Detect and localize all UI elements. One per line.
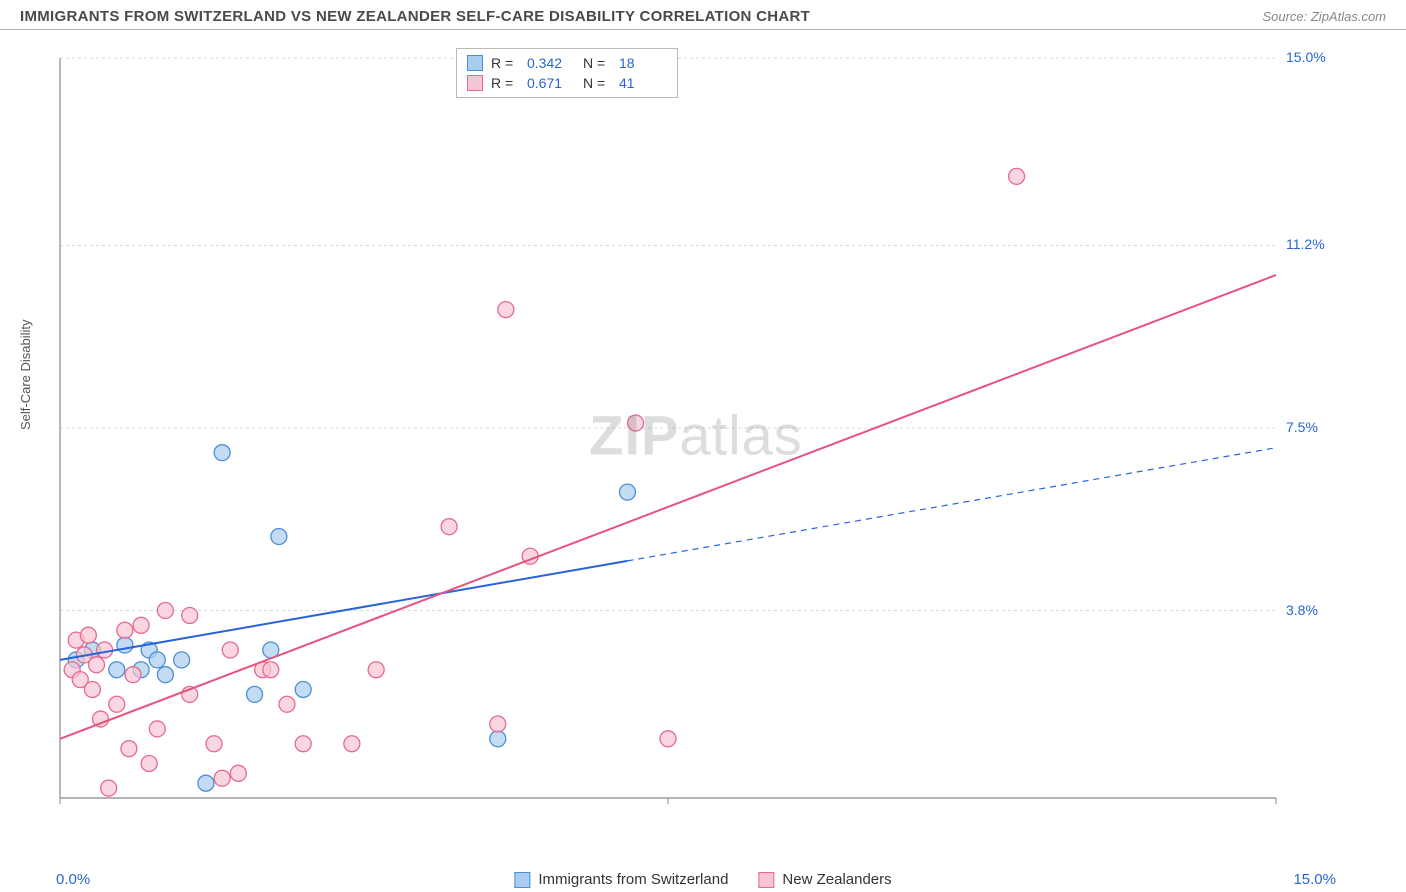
title-bar: IMMIGRANTS FROM SWITZERLAND VS NEW ZEALA… [0, 0, 1406, 30]
legend-item: Immigrants from Switzerland [514, 871, 728, 888]
x-axis-min: 0.0% [56, 871, 90, 888]
y-tick-label: 11.2% [1286, 236, 1325, 252]
y-tick-label: 15.0% [1286, 49, 1326, 65]
r-value: 0.671 [527, 75, 575, 91]
legend-stats-row: R = 0.342 N = 18 [467, 53, 667, 73]
chart-title: IMMIGRANTS FROM SWITZERLAND VS NEW ZEALA… [20, 8, 810, 25]
y-axis-label: Self-Care Disability [18, 319, 33, 430]
scatter-plot [56, 48, 1336, 828]
n-value: 41 [619, 75, 667, 91]
source-label: Source: ZipAtlas.com [1262, 9, 1386, 24]
y-tick-label: 3.8% [1286, 602, 1318, 618]
series-label: New Zealanders [782, 871, 891, 888]
legend-stats-row: R = 0.671 N = 41 [467, 73, 667, 93]
legend-stats: R = 0.342 N = 18 R = 0.671 N = 41 [456, 48, 678, 98]
swatch-icon [467, 75, 483, 91]
n-value: 18 [619, 55, 667, 71]
legend-bottom: 0.0% Immigrants from Switzerland New Zea… [0, 871, 1406, 888]
swatch-icon [758, 872, 774, 888]
series-label: Immigrants from Switzerland [538, 871, 728, 888]
r-value: 0.342 [527, 55, 575, 71]
x-axis-max: 15.0% [1293, 871, 1336, 888]
swatch-icon [514, 872, 530, 888]
chart-area: ZIPatlas [56, 48, 1336, 828]
swatch-icon [467, 55, 483, 71]
y-tick-label: 7.5% [1286, 419, 1318, 435]
legend-item: New Zealanders [758, 871, 891, 888]
